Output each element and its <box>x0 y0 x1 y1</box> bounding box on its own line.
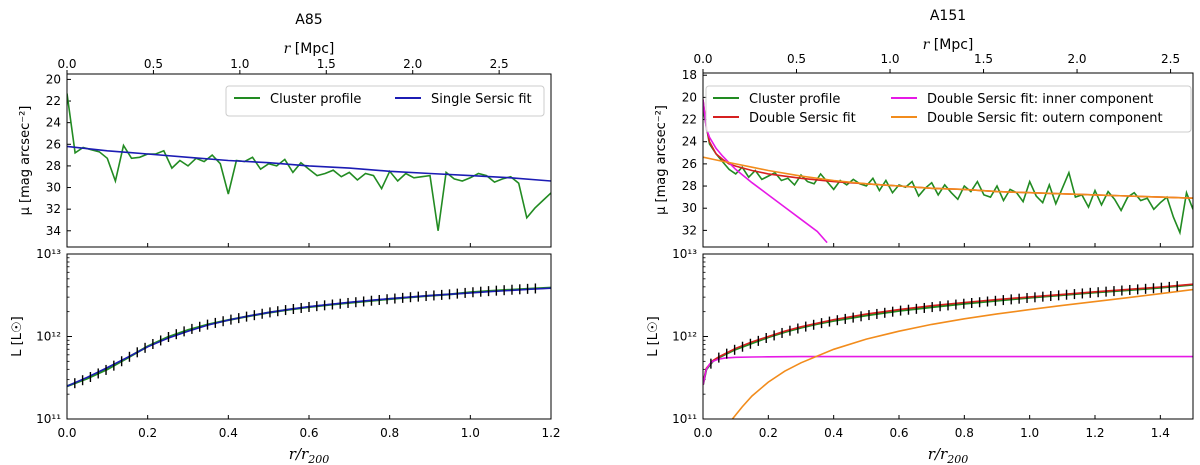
legend-box <box>225 85 545 117</box>
legend: Cluster profile Single Sersic fit <box>225 85 545 117</box>
upper-y-tick-label: 26 <box>682 157 697 171</box>
lower-series-double-sersic-fit-inner-component <box>703 355 1193 385</box>
lower-y-tick-label: 10¹³ <box>36 247 61 261</box>
upper-y-axis-label: μ [mag arcsec⁻²] <box>18 106 33 216</box>
lower-frame <box>66 253 552 420</box>
legend-label-double-sersic-fit-inner-component: Double Sersic fit: inner component <box>927 92 1153 107</box>
lower-x-tick-label: 1.4 <box>1151 426 1170 440</box>
x-axis-label-sub: 200 <box>307 453 329 465</box>
upper-plot-area <box>703 99 1193 244</box>
lower-series-cluster-profile <box>703 283 1193 386</box>
top-axis-tick-label: 1.0 <box>230 57 249 71</box>
lower-y-axis-label: L [L☉] <box>10 316 25 356</box>
legend-box <box>705 85 1192 133</box>
lower-x-tick-label: 0.6 <box>889 426 908 440</box>
upper-y-tick-label: 22 <box>682 113 697 127</box>
upper-y-axis-label: μ [mag arcsec⁻²] <box>654 105 669 215</box>
lower-y-tick-label: 10¹¹ <box>36 412 61 426</box>
upper-y-tick-label: 30 <box>46 181 61 195</box>
top-axis-label-var: r <box>923 37 934 53</box>
x-axis-label: r/r200 <box>289 445 329 465</box>
upper-series-single-sersic-fit <box>67 145 551 182</box>
upper-y-tick-label: 20 <box>682 90 697 104</box>
lower-x-tick-label: 0.0 <box>57 426 76 440</box>
upper-plot-area <box>67 93 551 231</box>
lower-y-tick-label: 10¹² <box>36 330 61 344</box>
top-axis-tick-label: 1.0 <box>880 52 899 66</box>
lower-plot-area <box>703 281 1193 419</box>
upper-y-tick-label: 26 <box>46 137 61 151</box>
top-axis-tick-label: 2.5 <box>1161 52 1180 66</box>
top-axis-tick-label: 0.0 <box>693 52 712 66</box>
legend-label-double-sersic-fit-outern-component: Double Sersic fit: outern component <box>927 111 1163 126</box>
legend-label-cluster-profile: Cluster profile <box>749 92 840 107</box>
x-axis-label-main: r/r <box>928 445 948 463</box>
lower-y-tick-label: 10¹² <box>672 330 697 344</box>
upper-y-tick-label: 24 <box>46 116 61 130</box>
top-axis-tick-label: 2.5 <box>490 57 509 71</box>
lower-x-tick-label: 0.2 <box>138 426 157 440</box>
upper-frame <box>702 72 1194 248</box>
lower-x-tick-label: 0.8 <box>955 426 974 440</box>
upper-y-tick-label: 32 <box>682 223 697 237</box>
lower-x-tick-label: 1.2 <box>541 426 560 440</box>
top-axis-label-unit: [Mpc] <box>934 37 974 53</box>
lower-x-tick-label: 0.4 <box>219 426 238 440</box>
upper-series-double-sersic-fit-outern-component <box>703 156 1193 199</box>
upper-frame <box>66 73 552 248</box>
x-axis-label-main: r/r <box>289 445 309 463</box>
top-axis-tick-label: 0.5 <box>787 52 806 66</box>
lower-frame <box>702 253 1194 420</box>
lower-x-tick-label: 1.0 <box>1020 426 1039 440</box>
legend-label-single-sersic-fit: Single Sersic fit <box>431 92 532 107</box>
chart-a151: A151 r [Mpc] 0.0 0.5 1.0 1.5 2.0 2.5 18 20 22 24 26 2… <box>646 8 1194 465</box>
lower-y-axis-label: L [L☉] <box>646 316 661 356</box>
legend-label-double-sersic-fit: Double Sersic fit <box>749 111 856 126</box>
upper-y-tick-label: 34 <box>46 224 61 238</box>
lower-x-tick-label: 1.0 <box>461 426 480 440</box>
upper-y-tick-label: 28 <box>46 159 61 173</box>
top-axis-tick-label: 1.5 <box>317 57 336 71</box>
top-axis-label-unit: [Mpc] <box>295 41 335 57</box>
x-axis-label: r/r200 <box>928 445 968 465</box>
x-axis-label-sub: 200 <box>946 453 968 465</box>
lower-x-tick-label: 1.2 <box>1085 426 1104 440</box>
upper-y-tick-label: 32 <box>46 202 61 216</box>
upper-series-double-sersic-fit-inner-component <box>703 99 828 244</box>
lower-x-tick-label: 0.4 <box>824 426 843 440</box>
lower-x-tick-label: 0.0 <box>693 426 712 440</box>
lower-plot-area <box>67 283 551 389</box>
top-axis-tick-label: 2.0 <box>403 57 422 71</box>
lower-x-tick-label: 0.2 <box>759 426 778 440</box>
top-axis-tick-label: 0.0 <box>57 57 76 71</box>
lower-series-double-sersic-fit <box>703 283 1193 385</box>
top-axis-tick-label: 2.0 <box>1067 52 1086 66</box>
top-axis-label-var: r <box>284 41 295 57</box>
top-axis-label: r [Mpc] <box>284 41 335 57</box>
upper-y-tick-label: 28 <box>682 179 697 193</box>
chart-title: A151 <box>930 8 966 24</box>
legend-label-cluster-profile: Cluster profile <box>270 92 361 107</box>
lower-y-tick-label: 10¹³ <box>672 247 697 261</box>
upper-y-tick-label: 24 <box>682 135 697 149</box>
legend: Cluster profile Double Sersic fit Double S… <box>705 85 1192 133</box>
chart-title: A85 <box>295 12 322 28</box>
lower-x-tick-label: 0.6 <box>299 426 318 440</box>
top-axis-tick-label: 1.5 <box>974 52 993 66</box>
top-axis-tick-label: 0.5 <box>144 57 163 71</box>
upper-y-tick-label: 22 <box>46 94 61 108</box>
upper-y-tick-label: 20 <box>46 72 61 86</box>
upper-y-tick-label: 30 <box>682 201 697 215</box>
lower-y-tick-label: 10¹¹ <box>672 412 697 426</box>
lower-series-double-sersic-fit-outern-component <box>731 288 1193 419</box>
upper-y-tick-label: 18 <box>682 68 697 82</box>
lower-x-tick-label: 0.8 <box>380 426 399 440</box>
top-axis-label: r [Mpc] <box>923 37 974 53</box>
